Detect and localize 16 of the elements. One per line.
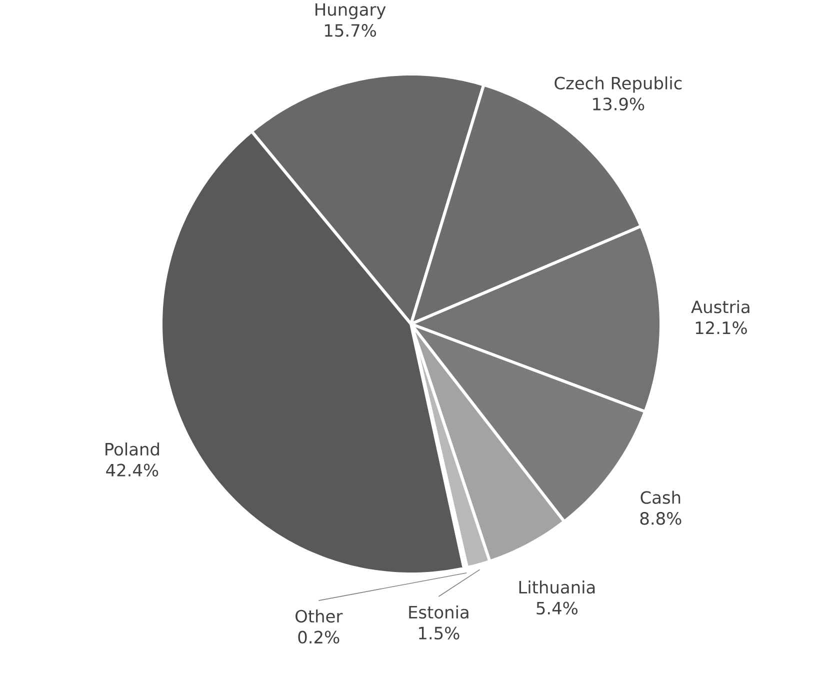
data-label: 15.7% <box>325 24 376 37</box>
data-label: 42.4% <box>106 464 158 477</box>
slice-label: Poland <box>106 442 159 456</box>
slice-label: Cash <box>640 490 680 504</box>
slice-label: Austria <box>691 300 750 314</box>
slice-label: Lithuania <box>519 580 595 594</box>
data-label: 5.4% <box>536 602 578 615</box>
slice-label: Other <box>296 610 343 623</box>
slice-label: Czech Republic <box>554 76 682 93</box>
slice-label: Hungary <box>316 3 386 20</box>
data-label: 0.2% <box>298 630 340 644</box>
data-label: 12.1% <box>696 321 747 334</box>
data-label: 1.5% <box>419 626 460 640</box>
data-label: 13.9% <box>593 98 644 110</box>
slice-label: Estonia <box>409 605 468 619</box>
data-label: 8.8% <box>640 512 682 525</box>
